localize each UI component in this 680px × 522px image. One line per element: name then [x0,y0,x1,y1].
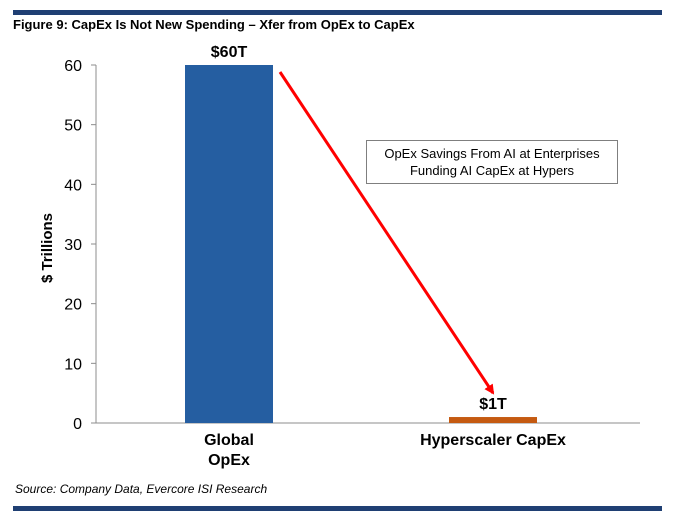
y-tick-label-0: 0 [73,416,82,433]
annotation-line-2: Funding AI CapEx at Hypers [409,163,575,178]
figure-title: Figure 9: CapEx Is Not New Spending – Xf… [13,17,415,32]
y-axis-title: $ Trillions [39,213,56,283]
category-label-0-0: Global [204,432,254,449]
y-tick-label-50: 50 [64,118,82,135]
source-note: Source: Company Data, Evercore ISI Resea… [15,482,268,496]
bottom-rule [13,506,662,511]
y-tick-label-20: 20 [64,297,82,314]
top-rule [13,10,662,15]
y-tick-label-40: 40 [64,177,82,194]
y-tick-label-30: 30 [64,237,82,254]
bar-1 [449,417,537,423]
annotation-box: OpEx Savings From AI at Enterprises Fund… [366,140,618,184]
data-label-1: $1T [479,396,507,413]
transfer-arrow [278,71,495,395]
y-tick-label-60: 60 [64,58,82,75]
annotation-line-1: OpEx Savings From AI at Enterprises [384,146,600,161]
category-label-1-0: Hyperscaler CapEx [420,432,566,449]
y-tick-label-10: 10 [64,356,82,373]
data-label-0: $60T [211,44,248,61]
bar-0 [185,65,273,423]
category-label-0-1: OpEx [208,452,250,469]
